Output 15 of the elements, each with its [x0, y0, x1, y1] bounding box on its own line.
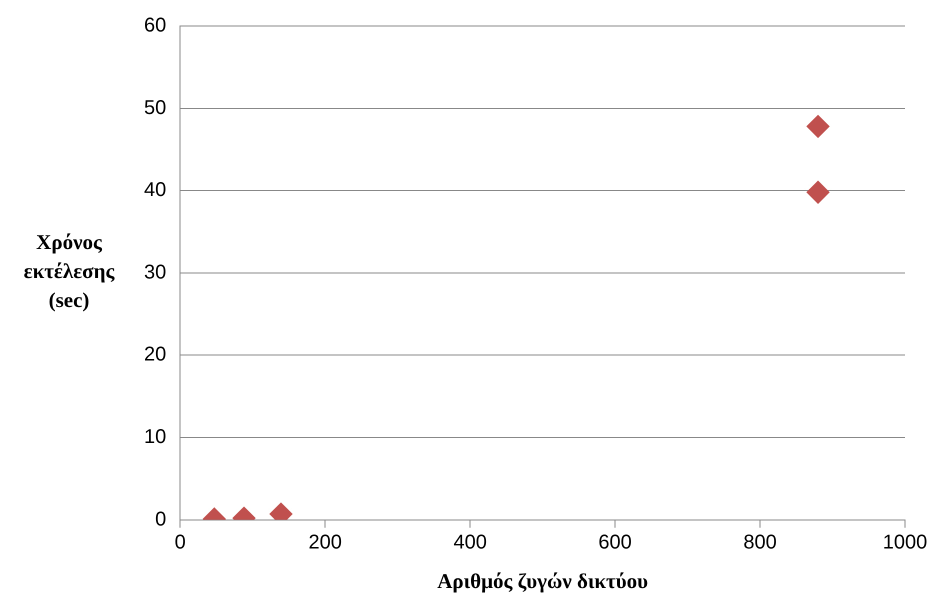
x-tick-label: 400: [453, 531, 487, 554]
x-tick-label: 1000: [882, 531, 928, 554]
y-axis-title: Χρόνος εκτέλεσης (sec): [22, 229, 116, 314]
x-tick-label: 0: [174, 531, 186, 554]
y-tick-label: 40: [144, 179, 166, 202]
y-tick-label: 50: [144, 96, 166, 119]
y-tick-label: 20: [144, 344, 166, 366]
x-axis-title: Αριθμός ζυγών δικτύου: [437, 568, 648, 593]
x-tick-label: 200: [308, 531, 342, 554]
y-tick-label: 60: [144, 14, 166, 37]
y-tick-label: 0: [155, 508, 166, 530]
x-tick-label: 800: [743, 531, 777, 554]
x-tick-label: 600: [598, 531, 632, 554]
y-tick-label: 30: [144, 261, 166, 284]
y-tick-label: 10: [144, 426, 166, 448]
